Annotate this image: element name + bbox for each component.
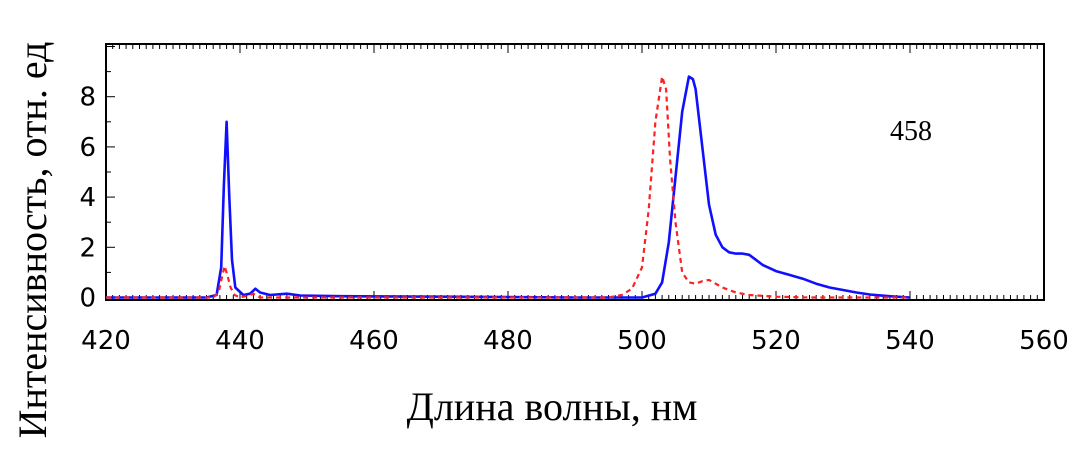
plot-area [105,43,1045,301]
y-tick-label: 8 [79,83,96,113]
tick-labels: 420 440 460 480 500 520 540 560 0 2 4 6 8 [79,83,1068,356]
y-tick-label: 0 [79,283,96,313]
y-tick-label: 4 [79,183,96,213]
series-blue-solid-line [106,75,911,299]
x-axis-title: Длина волны, нм [407,384,698,429]
y-axis-title: Интенсивность, отн. ед [10,42,55,439]
x-tick-label: 440 [215,326,265,356]
axis-ticks [105,44,1045,300]
annotation-label: 458 [890,116,932,147]
x-tick-label: 540 [885,326,935,356]
series-red-dashed-line [106,75,910,299]
x-tick-label: 560 [1019,326,1069,356]
plot-frame [105,43,1045,301]
x-tick-label: 500 [617,326,667,356]
y-tick-label: 6 [79,133,96,163]
x-tick-label: 520 [751,326,801,356]
data-series [106,75,911,299]
x-tick-label: 460 [349,326,399,356]
x-tick-label: 480 [483,326,533,356]
x-tick-label: 420 [81,326,131,356]
y-tick-label: 2 [79,233,96,263]
